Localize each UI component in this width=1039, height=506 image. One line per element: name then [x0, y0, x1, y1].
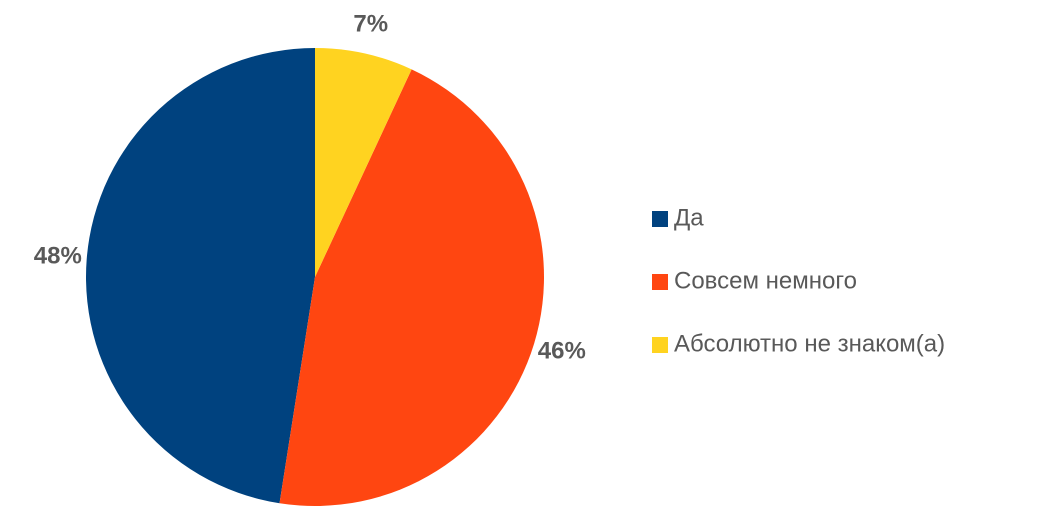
- legend-swatch: [652, 211, 668, 227]
- legend-label: Абсолютно не знаком(а): [674, 330, 945, 357]
- data-label: 7%: [353, 10, 388, 37]
- data-label: 48%: [34, 242, 82, 269]
- legend-label: Да: [674, 204, 704, 231]
- legend-label: Совсем немного: [674, 267, 857, 294]
- legend-swatch: [652, 274, 668, 290]
- pie-slice: [279, 69, 544, 506]
- pie-slice: [315, 48, 412, 277]
- data-label: 46%: [538, 337, 586, 364]
- legend-swatch: [652, 337, 668, 353]
- pie-slice: [86, 48, 315, 504]
